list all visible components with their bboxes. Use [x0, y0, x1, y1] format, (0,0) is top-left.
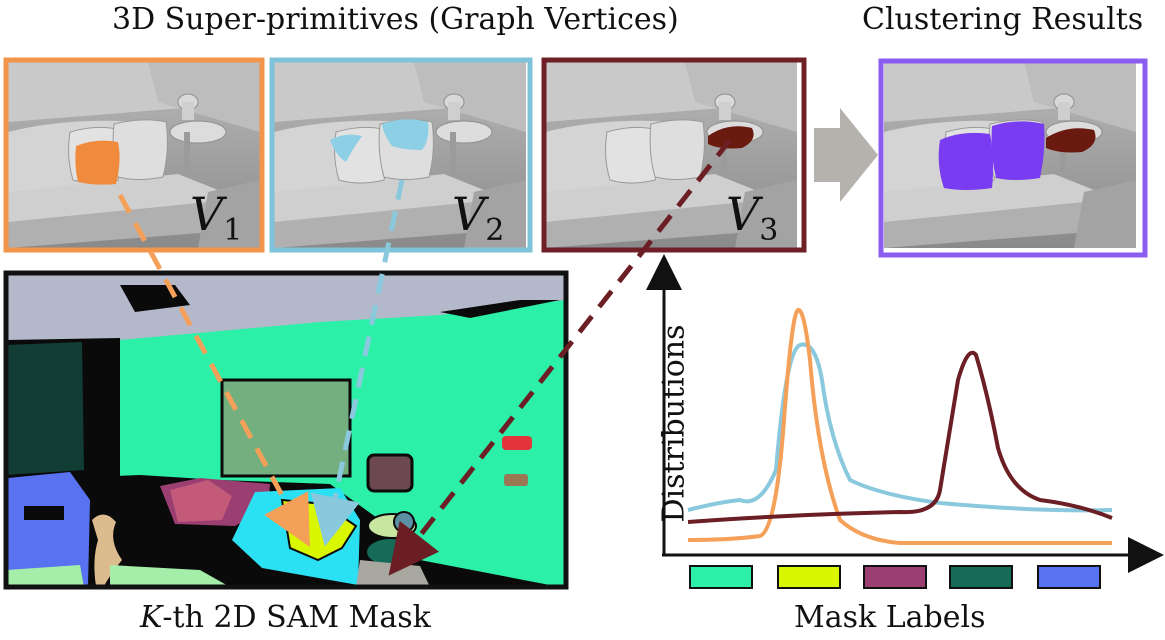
results-title: Clustering Results: [862, 2, 1144, 37]
maroon-dashed-arrow: [388, 138, 732, 576]
v1-label: V1: [190, 187, 242, 248]
result-panel: [878, 58, 1148, 258]
blue-dashed-arrow: [310, 179, 405, 547]
distribution-chart: [646, 254, 1164, 589]
result-pillow-1: [938, 132, 994, 190]
swatch-2: [777, 565, 841, 589]
result-pillow-2: [991, 121, 1045, 180]
v2-label: V2: [452, 187, 504, 248]
sam-caption-rest: -th 2D SAM Mask: [162, 600, 431, 635]
pillow-highlight-1: [75, 140, 120, 185]
blue-curve: [687, 342, 1113, 513]
y-axis-label: Distributions: [656, 324, 692, 523]
swatch-5: [1037, 565, 1101, 589]
sam-caption-italic: K: [140, 600, 163, 635]
swatch-1: [689, 565, 753, 589]
label-swatches: [689, 565, 1101, 589]
vertex-panel-2: V2: [269, 57, 533, 253]
orange-curve: [687, 308, 1112, 545]
vertex-panel-1: V1: [3, 57, 265, 253]
table-highlight-3: [708, 126, 754, 149]
pillow-highlight-2b: [382, 119, 429, 150]
result-table: [1046, 128, 1096, 153]
sam-mask-caption: K-th 2D SAM Mask: [140, 600, 431, 635]
v3-label: V3: [726, 187, 778, 248]
swatch-3: [863, 565, 927, 589]
sam-mask-image: [3, 270, 569, 590]
vertex-panel-3: V3: [541, 57, 807, 253]
x-axis-label: Mask Labels: [794, 600, 986, 635]
pillow-highlight-2a: [330, 134, 362, 162]
big-arrow-icon: [814, 108, 878, 202]
maroon-curve: [687, 350, 1113, 524]
swatch-4: [949, 565, 1013, 589]
vertices-title: 3D Super-primitives (Graph Vertices): [112, 2, 679, 37]
